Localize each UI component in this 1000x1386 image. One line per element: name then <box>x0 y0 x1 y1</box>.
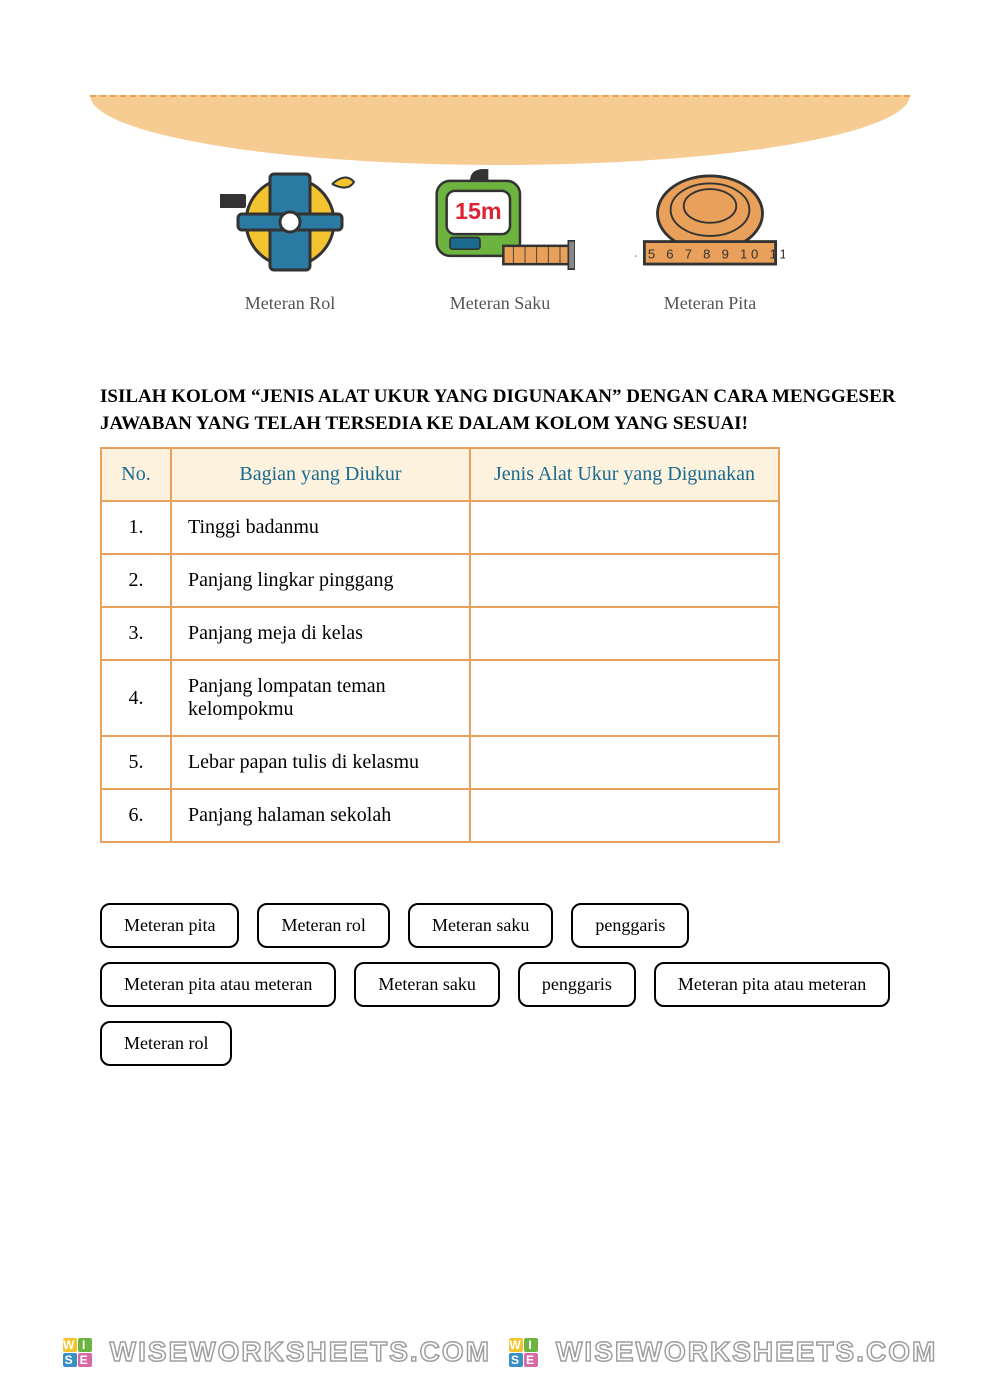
meteran-rol-icon <box>215 155 365 285</box>
answer-chip[interactable]: Meteran rol <box>100 1021 232 1066</box>
watermark-text: WISEWORKSHEETS.COM <box>110 1336 491 1368</box>
row-number: 6. <box>101 789 171 842</box>
table-row: 4.Panjang lompatan teman kelompokmu <box>101 660 779 736</box>
wiseworksheets-logo-icon: WI SE <box>509 1338 538 1367</box>
watermark-text: WISEWORKSHEETS.COM <box>556 1336 937 1368</box>
row-part: Tinggi badanmu <box>171 501 470 554</box>
answer-chip[interactable]: Meteran saku <box>408 903 553 948</box>
table-row: 2.Panjang lingkar pinggang <box>101 554 779 607</box>
table-header-row: No. Bagian yang Diukur Jenis Alat Ukur y… <box>101 448 779 501</box>
col-no: No. <box>101 448 171 501</box>
tools-row: Meteran Rol 15m Meteran Saku <box>0 155 1000 314</box>
row-part: Panjang meja di kelas <box>171 607 470 660</box>
instruction-text: ISILAH KOLOM “JENIS ALAT UKUR YANG DIGUN… <box>100 384 900 437</box>
table-row: 3.Panjang meja di kelas <box>101 607 779 660</box>
row-number: 2. <box>101 554 171 607</box>
meteran-pita-icon: 4 5 6 7 8 9 10 11 <box>635 155 785 285</box>
meteran-saku-icon: 15m <box>425 155 575 285</box>
col-tool: Jenis Alat Ukur yang Digunakan <box>470 448 779 501</box>
svg-text:4 5 6 7 8 9 10 11: 4 5 6 7 8 9 10 11 <box>635 246 785 261</box>
answer-chip[interactable]: Meteran pita <box>100 903 239 948</box>
row-part: Panjang lompatan teman kelompokmu <box>171 660 470 736</box>
row-number: 1. <box>101 501 171 554</box>
col-part: Bagian yang Diukur <box>171 448 470 501</box>
answer-chips-area: Meteran pita Meteran rol Meteran saku pengg… <box>100 903 900 1066</box>
row-number: 5. <box>101 736 171 789</box>
answer-chip[interactable]: Meteran pita atau meteran <box>654 962 890 1007</box>
tool-meteran-saku: 15m Meteran Saku <box>425 155 575 314</box>
row-part: Panjang halaman sekolah <box>171 789 470 842</box>
table-row: 6.Panjang halaman sekolah <box>101 789 779 842</box>
tool-label: Meteran Rol <box>215 293 365 314</box>
tool-meteran-pita: 4 5 6 7 8 9 10 11 Meteran Pita <box>635 155 785 314</box>
row-part: Lebar papan tulis di kelasmu <box>171 736 470 789</box>
table-row: 5.Lebar papan tulis di kelasmu <box>101 736 779 789</box>
row-answer-dropzone[interactable] <box>470 789 779 842</box>
answer-chip[interactable]: penggaris <box>518 962 636 1007</box>
answer-chip[interactable]: Meteran pita atau meteran <box>100 962 336 1007</box>
row-number: 4. <box>101 660 171 736</box>
answer-chip[interactable]: Meteran saku <box>354 962 499 1007</box>
tool-label: Meteran Pita <box>635 293 785 314</box>
answer-chip[interactable]: penggaris <box>571 903 689 948</box>
table-row: 1.Tinggi badanmu <box>101 501 779 554</box>
tool-label: Meteran Saku <box>425 293 575 314</box>
row-number: 3. <box>101 607 171 660</box>
wiseworksheets-logo-icon: WI SE <box>63 1338 92 1367</box>
tool-meteran-rol: Meteran Rol <box>215 155 365 314</box>
row-answer-dropzone[interactable] <box>470 554 779 607</box>
answer-chip[interactable]: Meteran rol <box>257 903 389 948</box>
worksheet-table: No. Bagian yang Diukur Jenis Alat Ukur y… <box>100 447 780 843</box>
row-answer-dropzone[interactable] <box>470 736 779 789</box>
watermark: WI SE WISEWORKSHEETS.COM WI SE WISEWORKS… <box>0 1336 1000 1368</box>
row-answer-dropzone[interactable] <box>470 660 779 736</box>
svg-text:15m: 15m <box>455 198 502 224</box>
row-answer-dropzone[interactable] <box>470 607 779 660</box>
row-part: Panjang lingkar pinggang <box>171 554 470 607</box>
row-answer-dropzone[interactable] <box>470 501 779 554</box>
